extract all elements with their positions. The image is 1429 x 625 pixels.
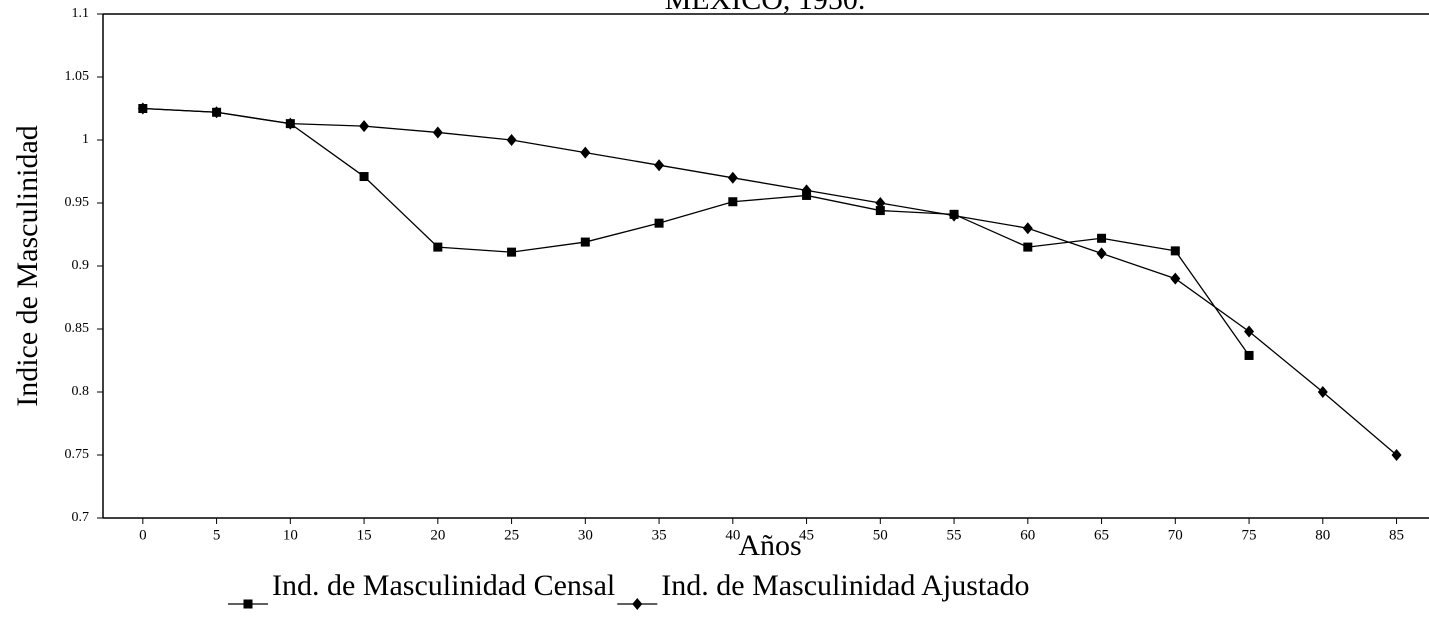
x-tick-label: 80 xyxy=(1315,527,1330,543)
chart-title: MEXICO, 1950. xyxy=(665,0,866,16)
point xyxy=(1170,272,1181,285)
x-tick-label: 75 xyxy=(1242,527,1257,543)
y-tick-label: 0.75 xyxy=(65,447,90,462)
point xyxy=(1391,449,1402,461)
point xyxy=(949,209,960,222)
point xyxy=(1170,246,1180,256)
y-tick-label: 0.85 xyxy=(65,321,90,336)
point xyxy=(506,134,517,146)
point xyxy=(875,197,886,209)
point xyxy=(801,184,812,197)
point xyxy=(654,159,665,172)
point xyxy=(432,126,443,139)
legend-label: Ind. de Masculinidad Censal xyxy=(272,569,615,602)
point xyxy=(580,237,590,247)
legend-label: Ind. de Masculinidad Ajustado xyxy=(661,569,1029,602)
point xyxy=(1022,222,1033,235)
legend-marker xyxy=(243,599,253,609)
point xyxy=(1023,242,1033,252)
x-tick-label: 60 xyxy=(1020,527,1035,543)
x-tick-label: 5 xyxy=(213,527,221,543)
x-tick-label: 45 xyxy=(799,527,814,543)
series-line xyxy=(142,107,1250,356)
point xyxy=(875,206,885,216)
point xyxy=(1244,350,1254,360)
x-tick-label: 35 xyxy=(652,527,667,543)
point xyxy=(211,106,222,119)
point xyxy=(1097,233,1107,243)
point xyxy=(285,117,296,130)
series-line xyxy=(142,107,1397,456)
y-tick-label: 1.1 xyxy=(72,6,90,21)
x-tick-label: 15 xyxy=(357,527,372,543)
x-tick-label: 20 xyxy=(430,527,445,543)
y-tick-label: 0.95 xyxy=(65,195,90,210)
x-tick-label: 0 xyxy=(139,527,147,543)
x-tick-label: 65 xyxy=(1094,527,1109,543)
point xyxy=(359,172,369,182)
point xyxy=(359,120,370,133)
point xyxy=(1317,386,1328,398)
point xyxy=(727,171,738,184)
x-tick-label: 10 xyxy=(283,527,298,543)
point xyxy=(654,218,664,228)
y-tick-label: 0.8 xyxy=(72,384,90,399)
point xyxy=(507,247,517,257)
y-axis-label: Indice de Masculinidad xyxy=(11,125,44,407)
x-tick-label: 50 xyxy=(873,527,888,543)
x-tick-label: 55 xyxy=(947,527,962,543)
x-tick-label: 85 xyxy=(1389,527,1404,543)
point xyxy=(433,242,443,252)
y-tick-label: 1.05 xyxy=(65,69,90,84)
point xyxy=(137,102,148,115)
point xyxy=(580,146,591,159)
x-tick-label: 40 xyxy=(725,527,740,543)
x-tick-label: 25 xyxy=(504,527,519,543)
y-tick-label: 1 xyxy=(82,132,89,147)
x-axis-label: Años xyxy=(738,529,801,562)
x-tick-label: 70 xyxy=(1168,527,1183,543)
point xyxy=(728,197,738,207)
legend-marker xyxy=(632,598,643,610)
point xyxy=(1244,325,1255,338)
x-tick-label: 30 xyxy=(578,527,593,543)
y-tick-label: 0.9 xyxy=(72,258,90,273)
y-tick-label: 0.7 xyxy=(72,510,90,525)
point xyxy=(1096,247,1107,260)
